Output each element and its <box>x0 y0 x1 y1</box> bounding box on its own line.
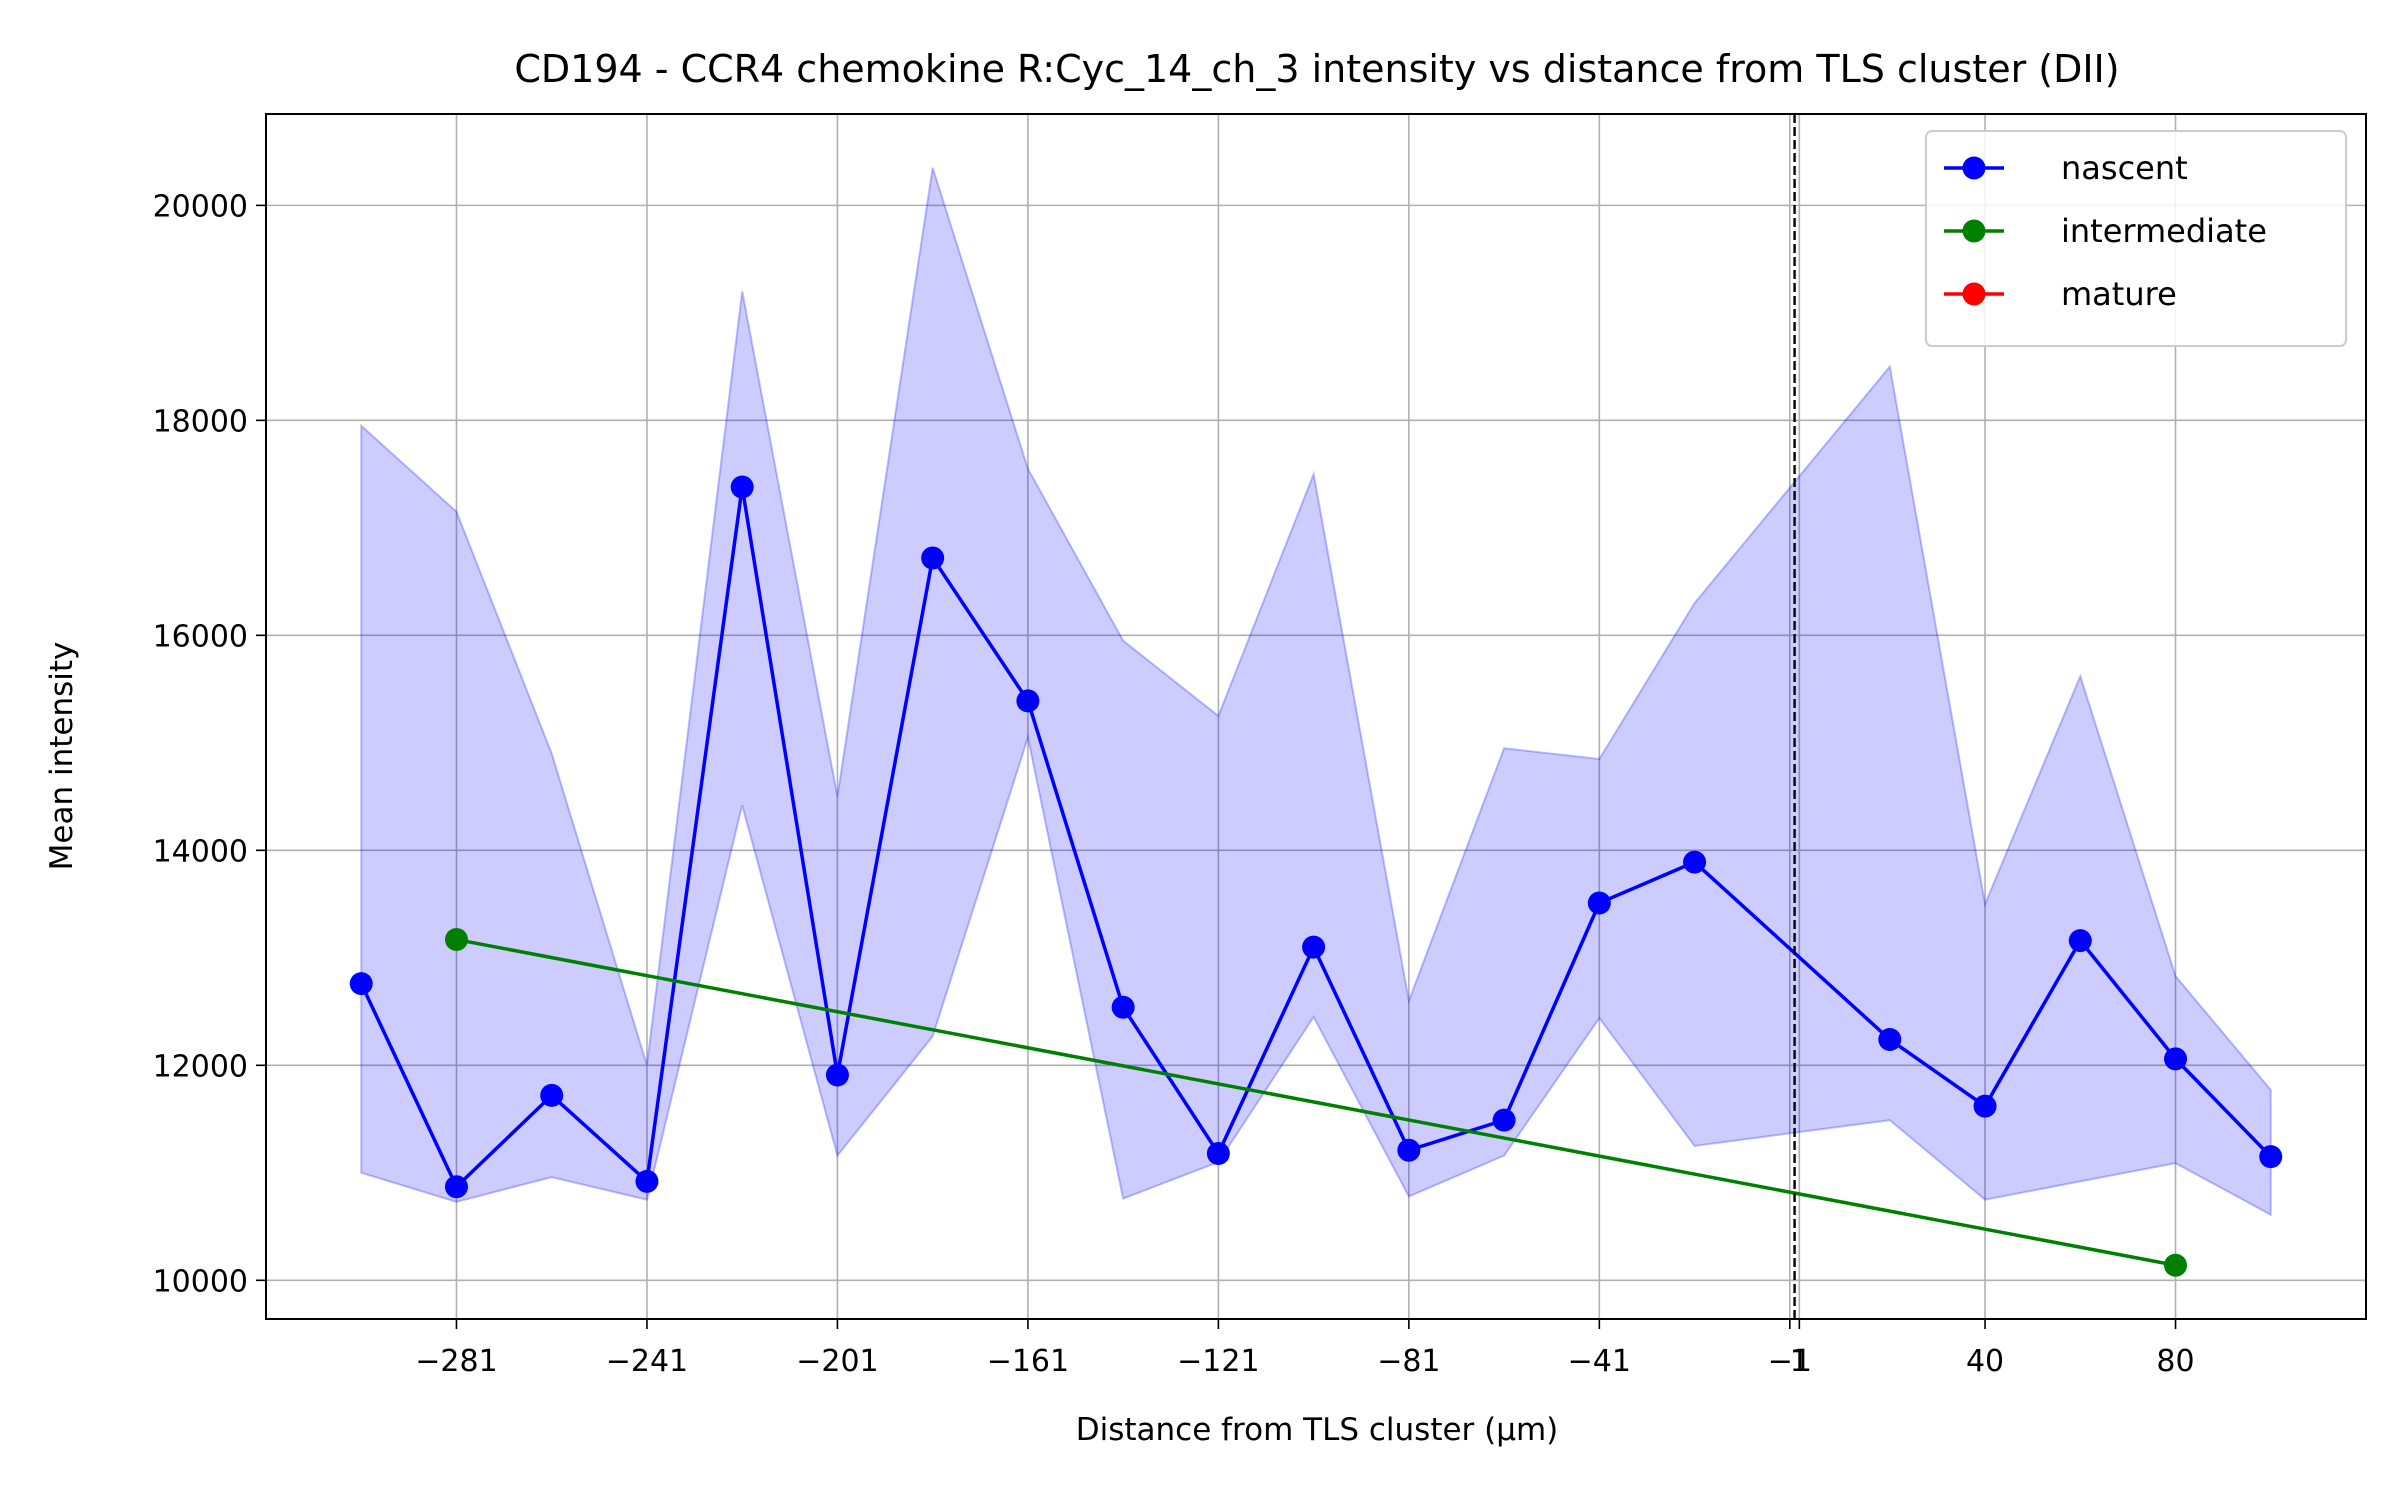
nascent-point <box>1016 689 1040 713</box>
legend-marker-nascent <box>1962 156 1986 180</box>
legend-label-mature: mature <box>2061 275 2177 313</box>
nascent-point <box>1111 995 1135 1019</box>
y-tick-label: 14000 <box>153 834 248 869</box>
y-tick-label: 10000 <box>153 1264 248 1299</box>
nascent-point <box>349 972 373 996</box>
nascent-point <box>1492 1108 1516 1132</box>
legend-label-nascent: nascent <box>2061 149 2188 187</box>
intermediate-line <box>456 937 2176 1267</box>
x-tick-label: −201 <box>796 1344 878 1379</box>
y-tick-label: 16000 <box>153 619 248 654</box>
grid <box>266 114 2366 1319</box>
nascent-point <box>921 546 945 570</box>
legend-marker-mature <box>1962 282 1986 306</box>
x-tick-label: −121 <box>1177 1344 1259 1379</box>
nascent-point <box>1206 1141 1230 1165</box>
y-axis-ticks: 10000 12000 14000 16000 18000 20000 <box>153 189 266 1299</box>
x-tick-label: 40 <box>1966 1344 2004 1379</box>
nascent-point <box>2068 929 2092 953</box>
x-axis-ticks: −281 −241 −201 −161 −121 −81 −41 −11 40 80 <box>415 1319 2195 1379</box>
legend-marker-intermediate <box>1962 219 1986 243</box>
x-tick-label: −161 <box>987 1344 1069 1379</box>
y-tick-label: 20000 <box>153 189 248 224</box>
nascent-point <box>2259 1145 2283 1169</box>
x-tick-label: −241 <box>606 1344 688 1379</box>
legend-box <box>1925 130 2347 347</box>
nascent-point <box>1878 1028 1902 1052</box>
nascent-point <box>825 1063 849 1087</box>
series-lines <box>349 475 2283 1277</box>
nascent-point <box>540 1083 564 1107</box>
y-axis-label: Mean intensity <box>44 642 80 871</box>
nascent-point <box>2164 1047 2188 1071</box>
nascent-point <box>1973 1094 1997 1118</box>
x-tick-label: −41 <box>1568 1344 1631 1379</box>
x-tick-label: 1 <box>1790 1344 1809 1379</box>
legend: nascent intermediate mature <box>1925 130 2347 347</box>
chart-title: CD194 - CCR4 chemokine R:Cyc_14_ch_3 int… <box>514 47 2119 91</box>
nascent-point <box>1683 850 1707 874</box>
nascent-line <box>359 485 2273 1189</box>
legend-label-intermediate: intermediate <box>2061 212 2267 250</box>
nascent-point <box>1302 935 1326 959</box>
nascent-point <box>444 1175 468 1199</box>
y-tick-label: 12000 <box>153 1049 248 1084</box>
nascent-point <box>635 1169 659 1193</box>
x-tick-label: −281 <box>415 1344 497 1379</box>
nascent-point <box>1397 1138 1421 1162</box>
nascent-point <box>1587 891 1611 915</box>
plot-frame <box>265 113 2367 1320</box>
x-tick-label: −81 <box>1377 1344 1440 1379</box>
x-tick-label: −1 <box>1768 1344 1812 1379</box>
nascent-point <box>730 475 754 499</box>
y-tick-label: 18000 <box>153 404 248 439</box>
x-tick-label: 80 <box>2156 1344 2194 1379</box>
intermediate-point <box>444 928 468 952</box>
x-axis-label: Distance from TLS cluster (μm) <box>1076 1412 1559 1448</box>
intermediate-point <box>2164 1253 2188 1277</box>
